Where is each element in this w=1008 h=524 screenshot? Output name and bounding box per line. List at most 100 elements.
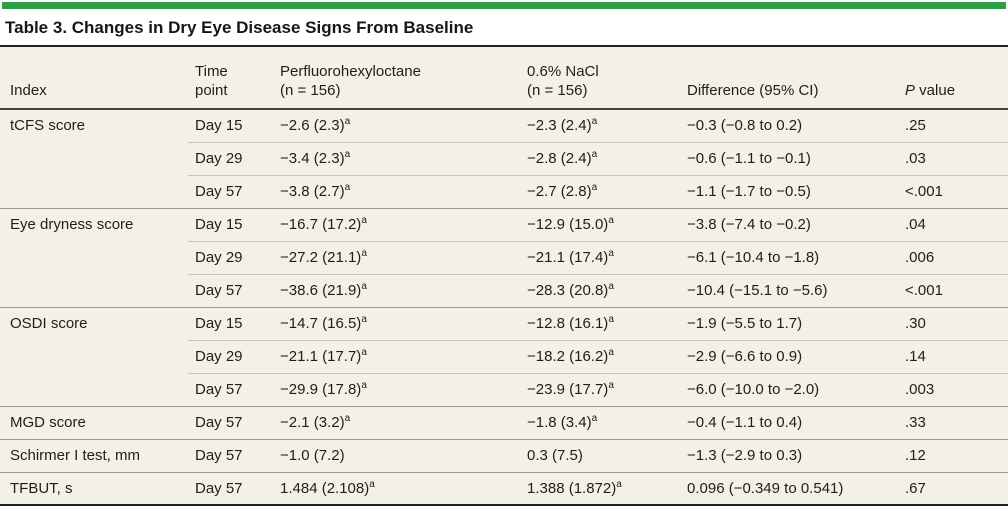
table3-changes-dry-eye-signs: Index Time point Perfluorohexyloctane (n… [0, 47, 1008, 506]
footnote-marker: a [361, 215, 367, 226]
cell-perfluorohexyloctane: −1.0 (7.2) [273, 438, 520, 472]
footnote-marker: a [616, 478, 622, 490]
cell-perfluorohexyloctane: −2.6 (2.3)a [280, 116, 351, 135]
table-row: tCFS score Day 15 −2.6 (2.3)a −2.3 (2.4)a −0… [0, 109, 1008, 142]
table-row: Day 57 −3.8 (2.7)a −2.7 (2.8)a −1.1 (−1.7 t… [0, 174, 1008, 208]
footnote-marker: a [608, 215, 614, 226]
cell-nacl: −21.1 (17.4)a [520, 240, 680, 274]
col-header-time-line1: Time [195, 63, 228, 81]
cell-difference-ci: −0.6 (−1.1 to −0.1) [680, 141, 898, 175]
col-header-perfluorohexyloctane: Perfluorohexyloctane (n = 156) [273, 47, 520, 110]
table-row: Day 57 −29.9 (17.8)a −23.9 (17.7)a −6.0 (−1… [0, 372, 1008, 406]
cell-nacl: −18.2 (16.2)a [520, 339, 680, 373]
cell-time-point: Day 57 [188, 438, 273, 472]
cell-time-point: Day 57 [188, 372, 273, 406]
cell-p-value: .12 [898, 438, 1008, 472]
footnote-marker: a [344, 182, 351, 193]
cell-difference-ci: −6.0 (−10.0 to −2.0) [680, 372, 898, 406]
cell-index [0, 241, 188, 274]
col-header-nacl-line2: (n = 156) [527, 81, 588, 99]
table-row: Schirmer I test, mm Day 57 −1.0 (7.2) 0.3 (… [0, 438, 1008, 472]
col-header-pfho-line1: Perfluorohexyloctane [280, 63, 421, 81]
col-header-nacl-line1: 0.6% NaCl [527, 63, 599, 81]
cell-time-point: Day 29 [188, 141, 273, 175]
cell-time-point: Day 57 [188, 471, 273, 505]
col-header-time-point: Time point [188, 47, 273, 110]
cell-index: OSDI score [0, 306, 188, 340]
footnote-marker: a [591, 182, 598, 193]
footnote-marker: a [608, 281, 614, 292]
cell-difference-ci: −1.3 (−2.9 to 0.3) [680, 438, 898, 472]
cell-index [0, 274, 188, 307]
cell-p-value: .03 [898, 141, 1008, 175]
col-header-difference-ci: Difference (95% CI) [680, 47, 898, 110]
footnote-marker: a [608, 314, 614, 325]
footnote-marker: a [608, 380, 614, 391]
cell-index: MGD score [0, 405, 188, 439]
footnote-marker: a [608, 347, 614, 358]
footnote-marker: a [361, 281, 367, 292]
cell-time-point: Day 15 [188, 306, 273, 340]
cell-nacl: 1.388 (1.872)a [520, 471, 680, 505]
footnote-marker: a [361, 248, 367, 259]
cell-perfluorohexyloctane: −2.1 (3.2)a [273, 405, 520, 439]
cell-time-point: Day 15 [195, 117, 243, 135]
table-row: Eye dryness score Day 15 −16.7 (17.2)a −12.… [0, 207, 1008, 241]
cell-index: TFBUT, s [0, 471, 188, 505]
cell-p-value: .006 [898, 240, 1008, 274]
table-body: tCFS score Day 15 −2.6 (2.3)a −2.3 (2.4)a −0… [0, 109, 1008, 505]
cell-difference-ci: −6.1 (−10.4 to −1.8) [680, 240, 898, 274]
footnote-marker: a [361, 347, 367, 358]
cell-nacl: −12.8 (16.1)a [520, 306, 680, 340]
cell-p-value: <.001 [898, 174, 1008, 208]
p-value-rest: value [915, 81, 956, 99]
cell-p-value: .67 [898, 471, 1008, 505]
cell-perfluorohexyloctane: −3.4 (2.3)a [273, 141, 520, 175]
cell-time-point: Day 15 [188, 207, 273, 241]
cell-index [0, 175, 188, 208]
table-row: TFBUT, s Day 57 1.484 (2.108)a 1.388 (1.872… [0, 471, 1008, 505]
cell-nacl: −2.7 (2.8)a [520, 174, 680, 208]
cell-perfluorohexyloctane: −14.7 (16.5)a [273, 306, 520, 340]
cell-p-value: <.001 [898, 273, 1008, 307]
cell-perfluorohexyloctane: 1.484 (2.108)a [273, 471, 520, 505]
cell-perfluorohexyloctane: −27.2 (21.1)a [273, 240, 520, 274]
cell-p-value: .33 [898, 405, 1008, 439]
cell-difference-ci: −1.9 (−5.5 to 1.7) [680, 306, 898, 340]
cell-difference-ci: −2.9 (−6.6 to 0.9) [680, 339, 898, 373]
footnote-marker: a [361, 314, 367, 325]
table-row: Day 29 −21.1 (17.7)a −18.2 (16.2)a −2.9 (−6… [0, 339, 1008, 373]
table-title: Table 3. Changes in Dry Eye Disease Sign… [5, 18, 474, 37]
cell-difference-ci: −3.8 (−7.4 to −0.2) [680, 207, 898, 241]
cell-nacl: −28.3 (20.8)a [520, 273, 680, 307]
title-rule [0, 45, 1008, 47]
cell-nacl: −1.8 (3.4)a [520, 405, 680, 439]
footnote-marker: a [591, 413, 598, 424]
cell-nacl: −23.9 (17.7)a [520, 372, 680, 406]
cell-time-point: Day 57 [188, 273, 273, 307]
col-header-time-line2: point [195, 81, 228, 99]
header-row: Index Time point Perfluorohexyloctane (n… [0, 47, 1008, 110]
cell-index [0, 142, 188, 175]
col-header-index: Index [0, 47, 188, 110]
cell-time-point: Day 29 [188, 339, 273, 373]
cell-difference-ci: −0.4 (−1.1 to 0.4) [680, 405, 898, 439]
cell-nacl: −2.8 (2.4)a [520, 141, 680, 175]
cell-p-value: .14 [898, 339, 1008, 373]
table-accent-bar [2, 2, 1006, 9]
cell-p-value: .25 [905, 117, 926, 135]
cell-time-point: Day 29 [188, 240, 273, 274]
cell-index: Eye dryness score [0, 207, 188, 241]
footnote-marker: a [344, 149, 351, 160]
cell-difference-ci: 0.096 (−0.349 to 0.541) [680, 471, 898, 505]
cell-index [0, 340, 188, 373]
table-row: Day 57 −38.6 (21.9)a −28.3 (20.8)a −10.4 (−… [0, 273, 1008, 307]
col-header-nacl: 0.6% NaCl (n = 156) [520, 47, 680, 110]
cell-difference-ci: −0.3 (−0.8 to 0.2) [687, 117, 803, 135]
cell-time-point: Day 57 [188, 174, 273, 208]
footnote-marker: a [591, 149, 598, 160]
cell-perfluorohexyloctane: −29.9 (17.8)a [273, 372, 520, 406]
cell-nacl: 0.3 (7.5) [520, 438, 680, 472]
footnote-marker: a [369, 478, 375, 490]
